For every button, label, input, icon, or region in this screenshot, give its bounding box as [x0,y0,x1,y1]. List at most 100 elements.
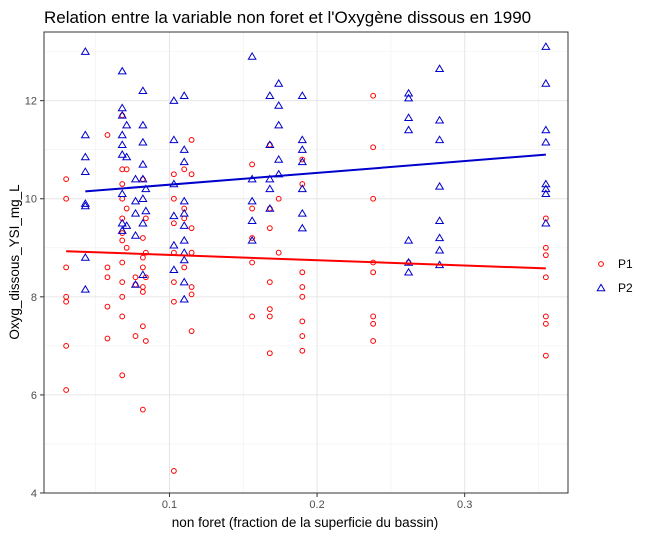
grid-lines [44,32,568,494]
data-point-p2 [403,88,414,97]
data-point-p2 [130,174,141,183]
data-point-p2 [117,66,127,75]
data-point-p1 [123,244,130,251]
data-point-p1 [104,303,111,310]
data-point-p2 [179,221,189,229]
data-point-p2 [265,140,275,148]
data-point-p1 [123,205,130,212]
data-point-p2 [169,96,179,104]
data-point-p2 [138,194,148,202]
data-point-p1 [275,249,282,256]
data-point-p2 [274,154,284,163]
y-tick-label: 4 [31,488,37,500]
data-point-p1 [119,181,126,187]
data-point-p1 [139,254,146,261]
data-point-p2 [403,125,414,134]
data-point-p1 [249,235,256,241]
data-point-p2 [117,226,127,234]
data-point-p1 [139,323,146,330]
data-point-p1 [139,406,146,413]
data-point-p1 [266,306,273,312]
data-point-p1 [299,293,306,300]
data-point-p1 [139,264,146,271]
y-tick-label: 8 [31,292,37,304]
data-point-p2 [403,267,414,276]
data-point-p2 [138,120,148,129]
data-point-p2 [80,253,90,261]
data-point-p2 [179,255,189,264]
data-point-p2 [169,135,179,144]
y-tick-label: 10 [25,194,37,206]
data-point-p1 [63,387,70,393]
data-point-p1 [188,328,195,335]
data-point-p2 [274,120,284,129]
data-point-p2 [179,208,189,217]
data-point-p1 [142,215,149,222]
data-point-p2 [130,279,141,288]
x-tick-label: 0.3 [457,499,472,511]
data-point-p1 [139,289,146,295]
data-point-p2 [541,125,551,134]
data-point-p1 [170,171,177,178]
data-point-p2 [297,135,307,144]
data-point-p2 [169,265,179,274]
data-point-p1 [188,291,195,298]
data-point-p2 [130,230,141,239]
data-point-p1 [181,215,188,222]
data-point-p2 [541,78,551,87]
data-point-p2 [403,235,414,244]
data-point-p2 [274,78,284,87]
data-points [63,42,551,474]
data-point-p2 [117,150,127,158]
data-point-p1 [181,205,188,212]
x-tick-label: 0.1 [162,499,177,511]
data-point-p2 [141,206,151,215]
data-point-p1 [63,176,70,183]
data-point-p1 [119,313,126,320]
data-point-p2 [247,51,257,60]
data-point-p2 [265,174,275,183]
data-point-p1 [104,264,111,271]
data-point-p2 [117,189,127,198]
data-point-p1 [188,284,195,290]
data-point-p1 [123,166,130,173]
data-point-p2 [138,159,148,168]
data-point-p1 [266,225,273,232]
series-p1 [63,92,549,474]
legend-label-p1: P1 [618,257,633,271]
trend-line-p1 [66,250,546,270]
data-point-p2 [117,103,127,112]
data-point-p2 [541,218,551,227]
data-point-p2 [297,157,307,166]
data-point-p2 [297,184,307,193]
y-tick-label: 12 [25,96,37,108]
data-point-p1 [370,338,377,344]
legend-key-p2 [596,283,606,292]
data-point-p1 [542,352,549,359]
data-point-p2 [434,245,445,254]
data-point-p1 [299,318,306,325]
data-point-p2 [179,294,189,303]
data-point-p2 [247,235,257,244]
data-point-p2 [169,211,179,220]
data-point-p2 [265,184,275,193]
data-point-p1 [188,249,195,256]
data-point-p2 [117,110,127,119]
x-tick-label: 0.2 [309,499,324,511]
data-point-p2 [117,130,127,139]
data-point-p1 [542,244,549,251]
data-point-p2 [138,218,148,227]
data-point-p2 [117,140,127,148]
data-point-p1 [266,279,273,286]
series-p2 [80,42,551,303]
data-point-p1 [266,350,273,357]
data-point-p1 [119,259,126,266]
data-point-p2 [138,86,148,95]
data-point-p2 [80,47,90,55]
legend-label-p2: P2 [618,281,633,295]
data-point-p1 [170,220,177,227]
x-axis-title: non foret (fraction de la superficie du … [172,515,438,530]
data-point-p1 [188,171,195,178]
plot-panel-border [43,31,569,494]
